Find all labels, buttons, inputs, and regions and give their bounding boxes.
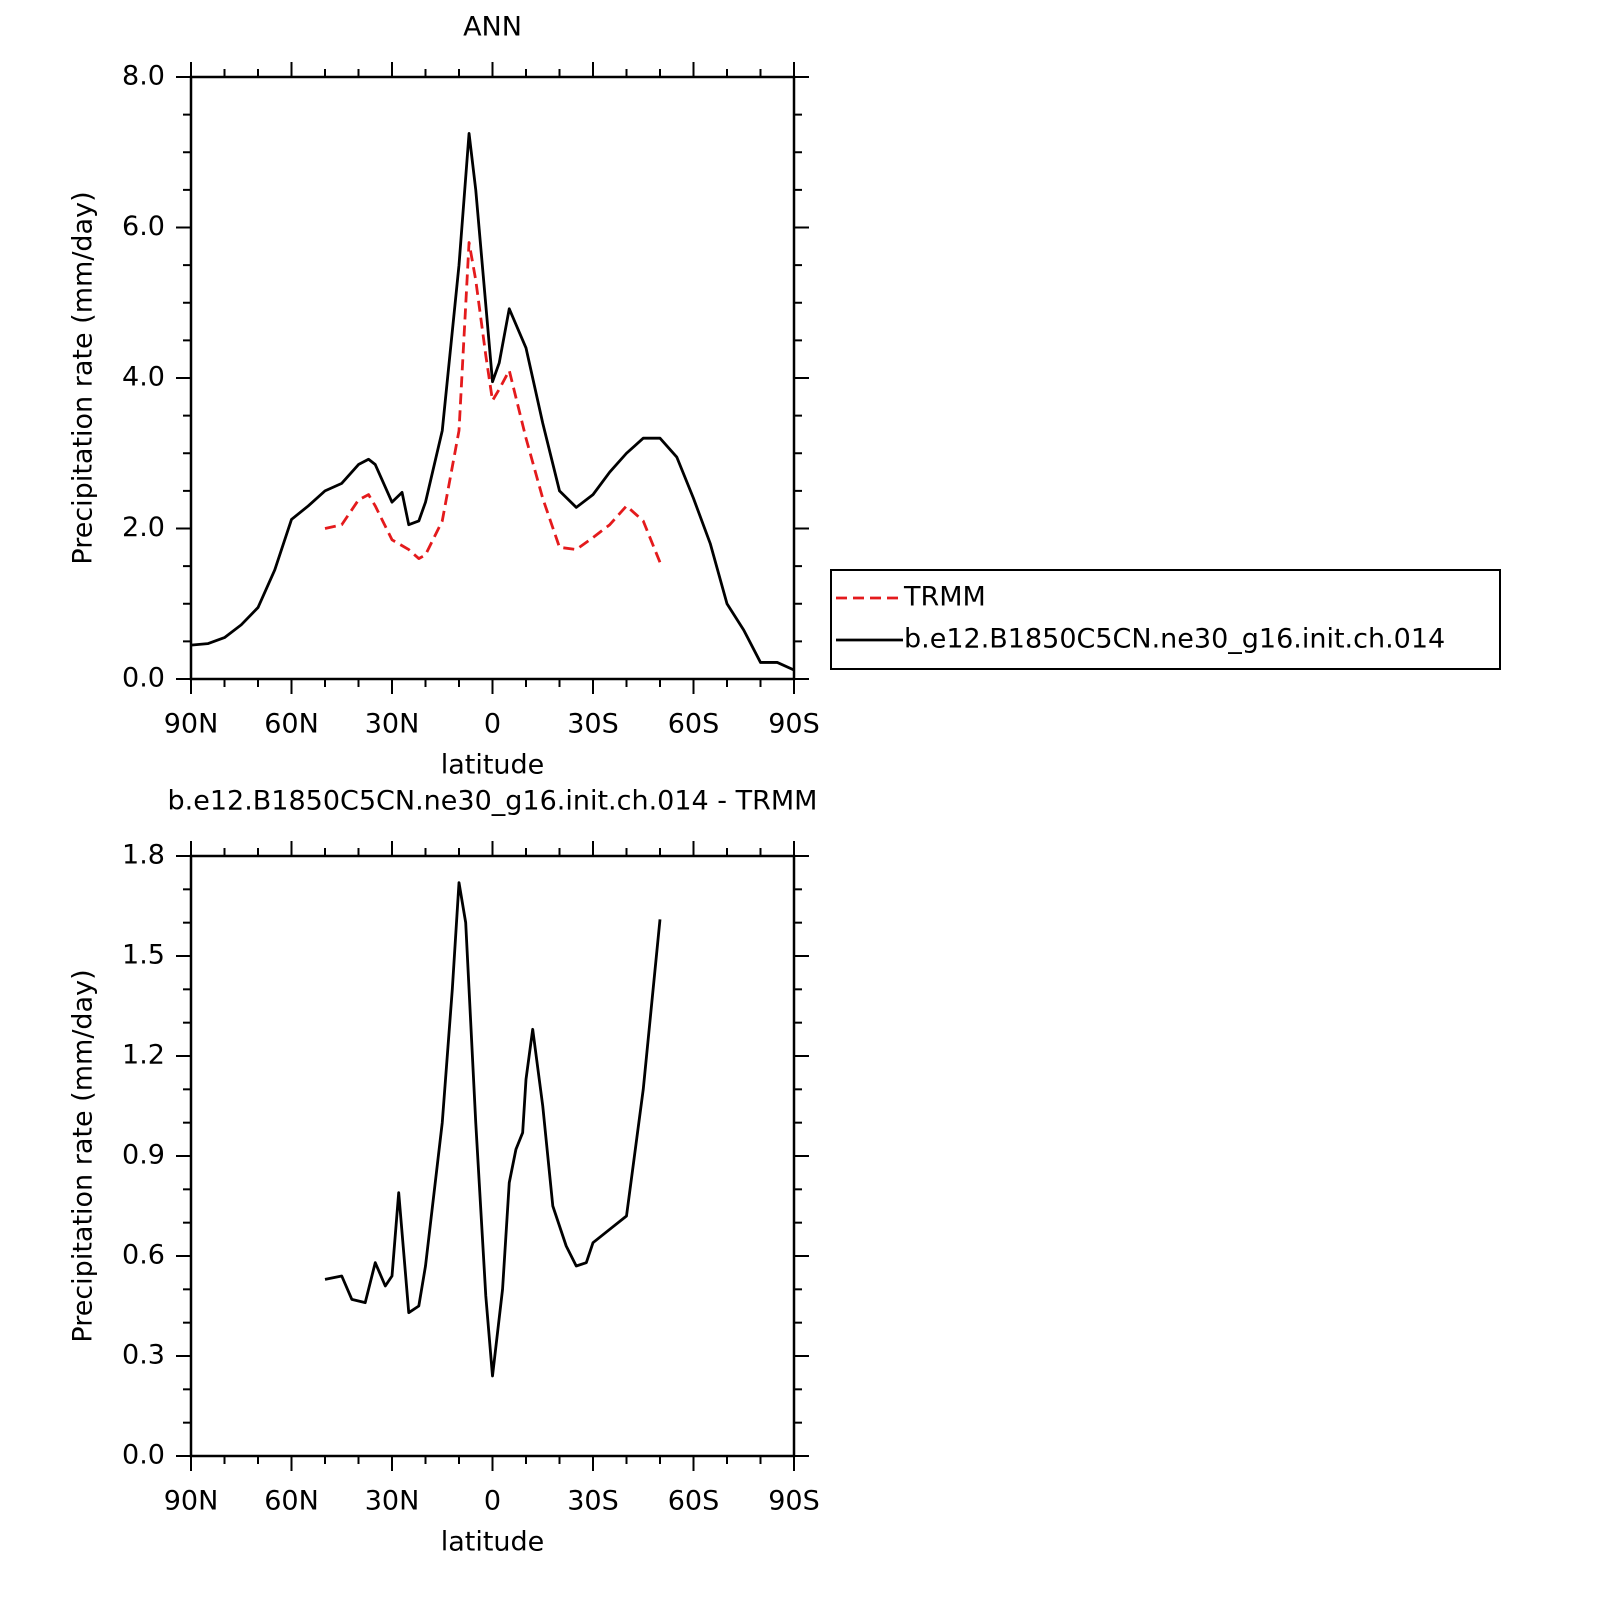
data-line: [324, 241, 662, 563]
x-tick-label: 90N: [164, 1486, 219, 1517]
y-axis-label: Precipitation rate (mm/day): [68, 969, 99, 1342]
data-line: [324, 881, 662, 1378]
data-line: [190, 132, 795, 672]
y-tick-label: 1.2: [122, 1040, 165, 1071]
y-tick-label: 0.0: [122, 1440, 165, 1471]
legend-label: TRMM: [903, 582, 986, 613]
x-tick-label: 0: [484, 1486, 501, 1517]
y-axis-label: Precipitation rate (mm/day): [68, 191, 99, 564]
x-axis-label: latitude: [441, 750, 545, 781]
x-tick-label: 60S: [668, 1486, 720, 1517]
x-axis-label: latitude: [441, 1527, 545, 1558]
y-tick-label: 0.6: [122, 1240, 165, 1271]
y-tick-label: 0.0: [122, 663, 165, 694]
legend-label: b.e12.B1850C5CN.ne30_g16.init.ch.014: [904, 624, 1445, 655]
x-tick-label: 30N: [365, 709, 420, 740]
x-tick-label: 60N: [264, 709, 319, 740]
chart-title: ANN: [463, 12, 522, 43]
y-tick-label: 1.8: [122, 840, 165, 871]
y-tick-label: 0.9: [122, 1140, 165, 1171]
legend-box: [830, 569, 1501, 670]
x-tick-label: 60S: [668, 709, 720, 740]
y-tick-label: 2.0: [122, 512, 165, 543]
x-tick-label: 30S: [567, 1486, 619, 1517]
y-tick-label: 0.3: [122, 1340, 165, 1371]
y-tick-label: 1.5: [122, 940, 165, 971]
x-tick-label: 90N: [164, 709, 219, 740]
y-tick-label: 6.0: [122, 211, 165, 242]
x-tick-label: 30N: [365, 1486, 420, 1517]
y-tick-label: 8.0: [122, 61, 165, 92]
x-tick-label: 30S: [567, 709, 619, 740]
x-tick-label: 90S: [768, 709, 820, 740]
chart-title: b.e12.B1850C5CN.ne30_g16.init.ch.014 - T…: [168, 786, 818, 817]
x-tick-label: 60N: [264, 1486, 319, 1517]
x-tick-label: 0: [484, 709, 501, 740]
y-tick-label: 4.0: [122, 362, 165, 393]
x-tick-label: 90S: [768, 1486, 820, 1517]
